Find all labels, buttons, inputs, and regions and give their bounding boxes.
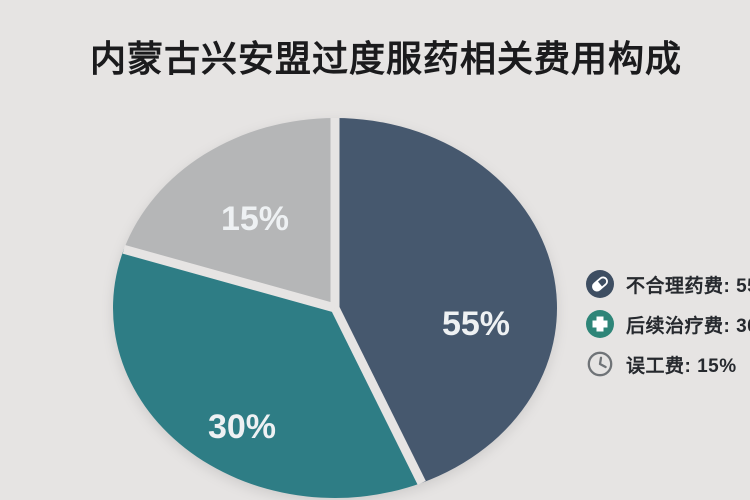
pie-slice-value-label: 55% [442,305,510,343]
pie-slice-后续治疗费 [112,249,422,498]
legend-label: 误工费: 15% [626,355,737,377]
medical-cross-icon [586,310,614,338]
legend-item-lost-work: 误工费: 15% [586,350,750,378]
legend-label: 不合理药费: 55% [626,275,750,297]
clock-icon [587,351,613,377]
legend-item-followup-treatment: 后续治疗费: 30% [586,310,750,338]
pie-slice-value-label: 15% [221,200,289,238]
pie-slice-value-label: 30% [208,408,276,446]
slice-separator [330,306,426,485]
chart-title: 内蒙古兴安盟过度服药相关费用构成 [90,38,683,79]
legend-label: 后续治疗费: 30% [626,315,750,337]
legend-item-unreasonable-medication: 不合理药费: 55% [586,270,750,298]
capsule-icon [586,270,614,298]
legend: 不合理药费: 55% 后续治疗费: 30% 误工费: 15% [586,270,750,378]
pie-slice-不合理药费 [335,118,557,483]
slice-separator [122,244,337,313]
